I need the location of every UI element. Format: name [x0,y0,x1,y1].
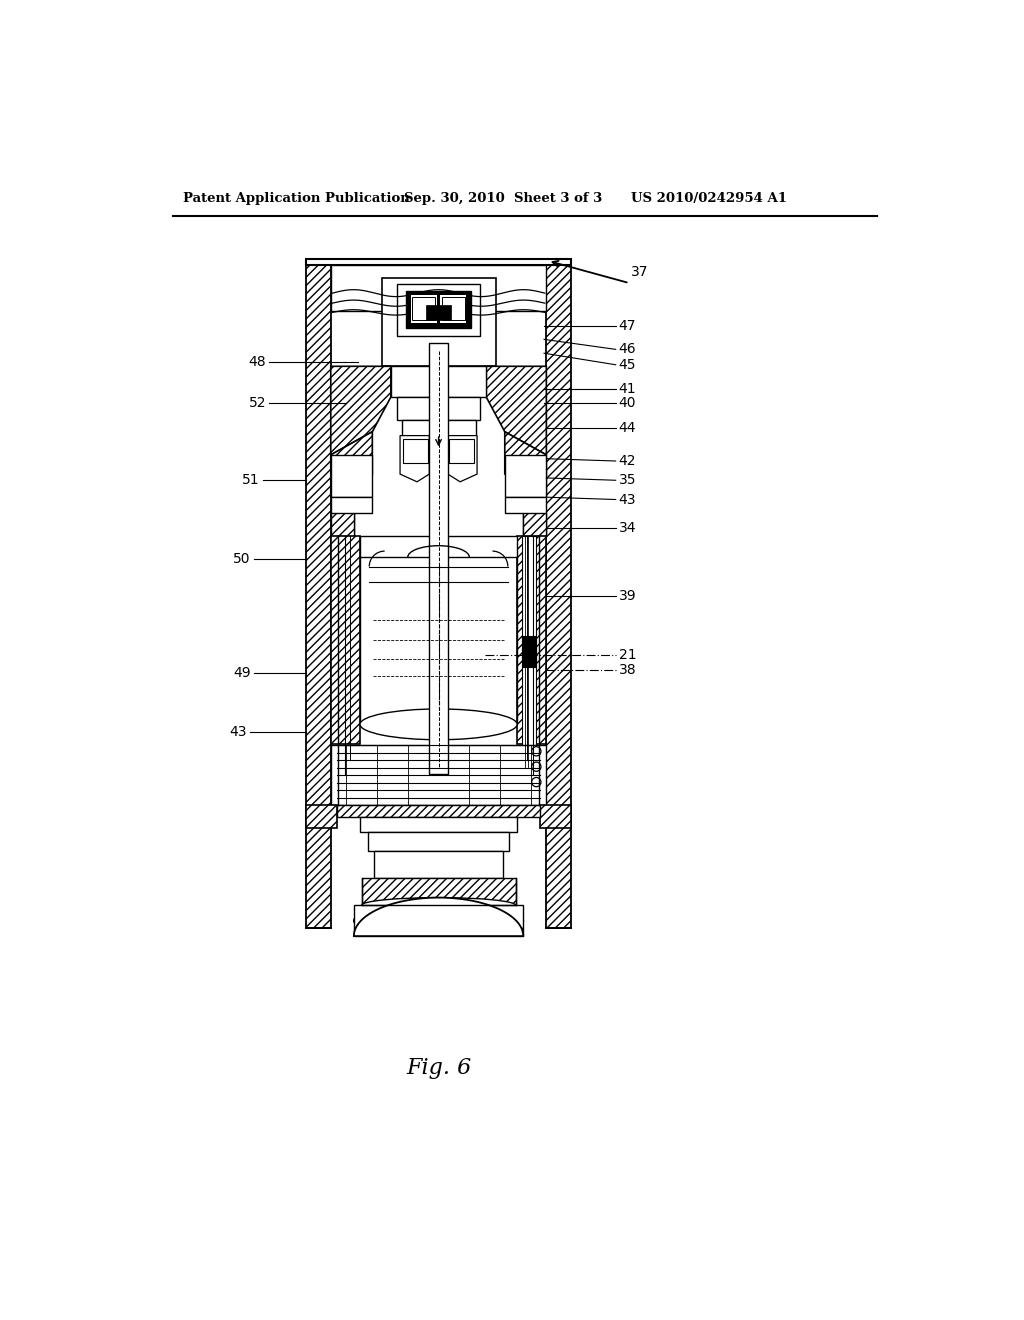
Bar [331,264,547,312]
Text: 44: 44 [618,421,636,434]
Ellipse shape [531,777,541,787]
Polygon shape [331,498,373,536]
Text: 41: 41 [618,383,636,396]
Polygon shape [400,436,429,482]
Polygon shape [517,536,547,743]
Text: 47: 47 [618,319,636,333]
Polygon shape [541,805,571,829]
Text: Fig. 6: Fig. 6 [406,1056,471,1078]
Text: 37: 37 [631,265,648,280]
Bar [360,536,517,557]
Bar [354,906,523,928]
Ellipse shape [531,762,541,771]
Bar [413,297,435,321]
Text: 40: 40 [618,396,636,411]
Polygon shape [331,455,373,498]
Polygon shape [505,498,547,536]
Bar [391,367,486,397]
Polygon shape [486,367,547,455]
Bar [521,636,536,667]
Bar [441,297,465,321]
Text: 43: 43 [618,492,636,507]
Text: 34: 34 [618,521,636,535]
Polygon shape [354,928,523,936]
Bar [521,536,536,767]
Ellipse shape [361,898,515,913]
Bar [306,259,571,264]
Bar [440,296,466,323]
Text: 46: 46 [618,342,636,356]
Polygon shape [331,536,360,743]
Polygon shape [331,367,391,455]
Bar [360,817,517,832]
Bar [397,284,480,337]
Polygon shape [331,432,373,498]
Text: 52: 52 [249,396,266,411]
Bar [450,440,474,462]
Text: 48: 48 [249,355,266,370]
Text: 45: 45 [618,358,636,372]
Ellipse shape [360,709,517,739]
Text: 39: 39 [618,589,636,603]
Polygon shape [354,898,523,936]
Ellipse shape [354,906,523,936]
Text: 43: 43 [229,725,247,739]
Bar [337,805,541,817]
Bar [401,420,475,440]
Text: 35: 35 [618,474,636,487]
Text: 42: 42 [618,454,636,469]
Polygon shape [547,259,571,928]
Bar [426,305,451,321]
Polygon shape [306,259,331,928]
Bar [397,397,480,420]
Polygon shape [447,436,477,482]
Polygon shape [505,455,547,498]
Polygon shape [306,805,337,829]
Bar [374,851,503,878]
Bar [331,744,547,805]
Bar [368,832,509,851]
Bar [407,290,471,327]
Bar [361,878,515,906]
Text: 51: 51 [243,474,260,487]
Text: Patent Application Publication: Patent Application Publication [183,191,410,205]
Polygon shape [331,512,354,536]
Bar [382,277,496,367]
Polygon shape [505,432,547,498]
Text: 21: 21 [618,648,636,663]
Polygon shape [523,512,547,536]
Bar [403,440,428,462]
Ellipse shape [531,747,541,756]
Text: 50: 50 [233,552,251,566]
Text: 49: 49 [233,665,251,680]
Bar [429,343,447,775]
Bar [411,296,437,323]
Text: US 2010/0242954 A1: US 2010/0242954 A1 [631,191,787,205]
Text: Sep. 30, 2010  Sheet 3 of 3: Sep. 30, 2010 Sheet 3 of 3 [403,191,602,205]
Text: 38: 38 [618,664,636,677]
